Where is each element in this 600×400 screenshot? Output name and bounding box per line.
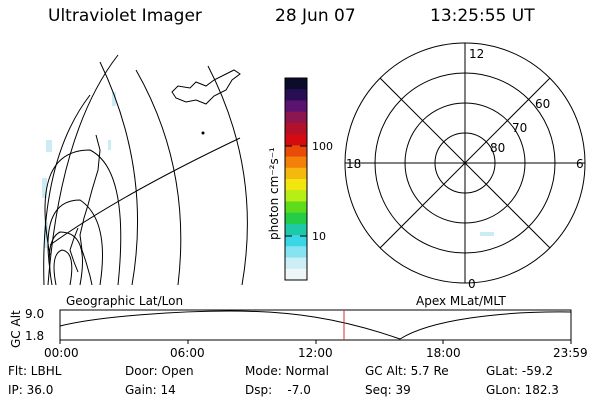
header-time: 13:25:55 UT bbox=[430, 6, 535, 26]
colorbar-cell bbox=[285, 246, 307, 259]
colorbar-cells bbox=[285, 78, 307, 281]
colorbar-cell bbox=[285, 78, 307, 90]
seq-readout: Seq: 39 bbox=[365, 383, 411, 397]
latitude-line bbox=[53, 249, 73, 286]
latitude-line bbox=[47, 199, 103, 286]
island-dot bbox=[201, 131, 205, 135]
colorbar-cell bbox=[285, 89, 307, 101]
mlt-label-6: 6 bbox=[576, 157, 584, 171]
mlat-label-80: 80 bbox=[490, 141, 505, 155]
uv-emission-patches bbox=[42, 92, 494, 248]
polar-labels: 12 18 6 0 60 70 80 bbox=[346, 47, 584, 291]
timeline-x-tick: 18:00 bbox=[426, 346, 461, 360]
mlat-label-70: 70 bbox=[512, 121, 527, 135]
colorbar-cell bbox=[285, 223, 307, 236]
geographic-map-panel bbox=[42, 54, 494, 286]
glon-readout: GLon: 182.3 bbox=[486, 383, 559, 397]
mlt-label-18: 18 bbox=[346, 157, 361, 171]
app-title: Ultraviolet Imager bbox=[48, 6, 202, 26]
colorbar-cell bbox=[285, 122, 307, 135]
meridian-line bbox=[99, 61, 138, 286]
mode-readout: Mode: Normal bbox=[245, 364, 329, 378]
colorbar-cell bbox=[285, 156, 307, 169]
filter-readout: Flt: LBHL bbox=[8, 364, 62, 378]
colorbar-cell bbox=[285, 145, 307, 158]
meridian-line bbox=[47, 54, 119, 286]
latitude-line bbox=[44, 149, 122, 286]
mlt-label-0: 0 bbox=[468, 277, 476, 291]
mlt-label-12: 12 bbox=[469, 47, 484, 61]
coastline bbox=[69, 227, 79, 273]
timeline-right-title: Apex MLat/MLT bbox=[416, 294, 506, 308]
timeline-labels: Geographic Lat/Lon Apex MLat/MLT 9.0 1.8… bbox=[9, 294, 588, 360]
timeline-left-title: Geographic Lat/Lon bbox=[66, 294, 183, 308]
meridian-line bbox=[135, 69, 182, 286]
timeline-y-tick: 1.8 bbox=[25, 329, 44, 343]
colorbar-frame bbox=[284, 77, 308, 281]
door-readout: Door: Open bbox=[125, 364, 194, 378]
colorbar-cell bbox=[285, 167, 307, 180]
polar-diagonal bbox=[379, 77, 551, 249]
meridian-line bbox=[43, 94, 91, 286]
coastline bbox=[171, 69, 241, 105]
timeline-y-axis-title: GC Alt bbox=[9, 310, 23, 348]
mlat-label-60: 60 bbox=[535, 97, 550, 111]
timeline-x-tick: 00:00 bbox=[44, 346, 79, 360]
colorbar-cell bbox=[285, 179, 307, 191]
colorbar-cell bbox=[285, 257, 307, 270]
header-date: 28 Jun 07 bbox=[275, 6, 356, 26]
timeline-plot bbox=[59, 309, 572, 344]
latitude-line bbox=[48, 231, 83, 286]
colorbar-cell bbox=[285, 134, 307, 146]
timeline-x-tick: 06:00 bbox=[170, 346, 205, 360]
ip-readout: IP: 36.0 bbox=[8, 383, 54, 397]
timeline-y-tick: 9.0 bbox=[25, 307, 44, 321]
colorbar-cell bbox=[285, 212, 307, 225]
colorbar-cell bbox=[285, 235, 307, 247]
dsp-readout: Dsp: -7.0 bbox=[245, 383, 311, 397]
meridian-line bbox=[207, 65, 248, 286]
coastline bbox=[79, 134, 101, 286]
gain-readout: Gain: 14 bbox=[125, 383, 176, 397]
colorbar-cell bbox=[285, 100, 307, 113]
colorbar-tick-label: 100 bbox=[312, 140, 333, 153]
colorbar-cell bbox=[285, 111, 307, 124]
gc-alt-curve bbox=[59, 310, 572, 340]
colorbar-cell bbox=[285, 190, 307, 202]
colorbar: 100 10 photon cm⁻²s⁻¹ bbox=[267, 77, 333, 281]
timeline-x-tick: 12:00 bbox=[298, 346, 333, 360]
timeline-x-tick: 23:59 bbox=[553, 346, 588, 360]
colorbar-label: photon cm⁻²s⁻¹ bbox=[267, 147, 281, 240]
gc-alt-readout: GC Alt: 5.7 Re bbox=[365, 364, 449, 378]
colorbar-cell bbox=[285, 268, 307, 281]
latitude-line bbox=[49, 137, 241, 246]
colorbar-cell bbox=[285, 201, 307, 214]
glat-readout: GLat: -59.2 bbox=[486, 364, 553, 378]
polar-plot bbox=[344, 42, 586, 284]
colorbar-tick-label: 10 bbox=[312, 230, 326, 243]
